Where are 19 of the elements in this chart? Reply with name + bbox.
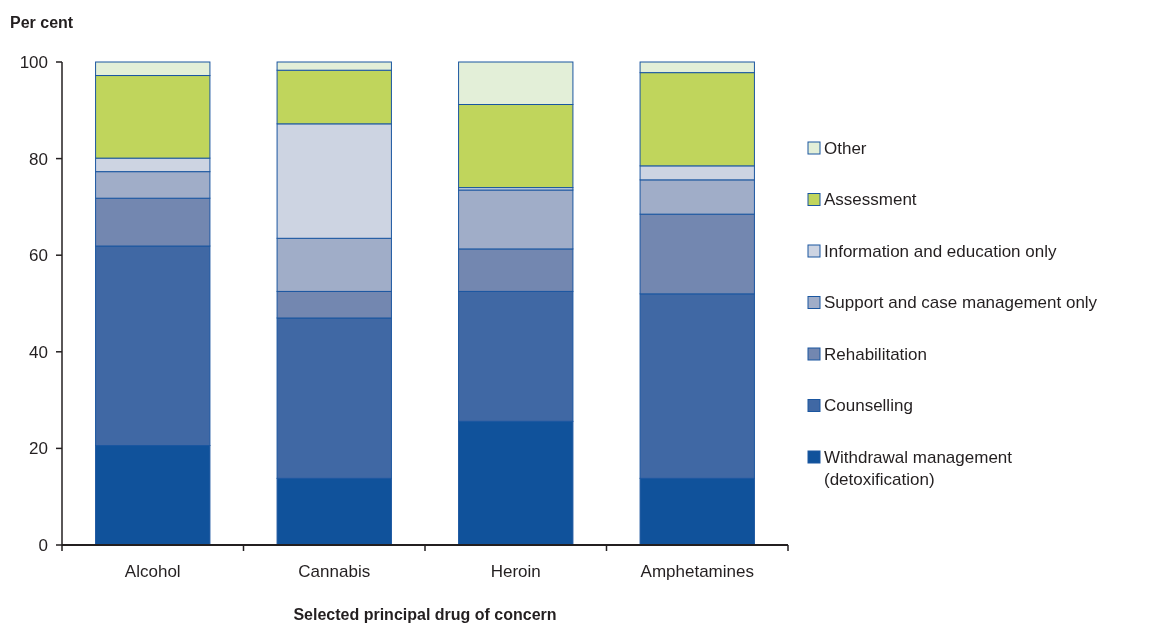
legend-label: Assessment — [824, 190, 917, 210]
y-tick-label: 0 — [38, 535, 48, 555]
y-tick-label: 40 — [29, 342, 48, 362]
legend-label: Rehabilitation — [824, 344, 928, 364]
y-axis-title: Per cent — [10, 14, 74, 31]
x-tick-label: Heroin — [490, 562, 541, 581]
x-tick-label: Amphetamines — [640, 562, 754, 581]
y-tick-label: 20 — [29, 439, 48, 459]
legend-label: Other — [824, 138, 867, 158]
x-tick-label: Alcohol — [124, 562, 181, 581]
legend-label: Withdrawal management (detoxification) — [824, 447, 1013, 490]
y-tick-label: 80 — [29, 149, 48, 169]
y-tick-label: 60 — [29, 246, 48, 266]
x-tick-label: Cannabis — [298, 562, 371, 581]
legend-label: Counselling — [824, 396, 913, 416]
x-axis-title: Selected principal drug of concern — [293, 606, 557, 623]
legend-label: Support and case management only — [824, 293, 1098, 313]
y-tick-label: 100 — [19, 52, 48, 72]
legend-label: Information and education only — [824, 241, 1057, 261]
